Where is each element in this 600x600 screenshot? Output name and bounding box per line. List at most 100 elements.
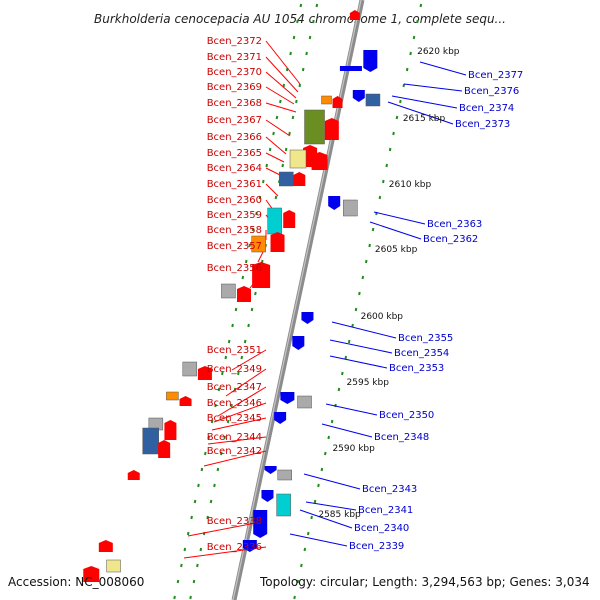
scale-tick	[293, 595, 296, 600]
scale-tick	[251, 227, 255, 232]
forward-gene-arrow[interactable]	[349, 10, 360, 20]
reverse-gene-arrow[interactable]	[274, 412, 287, 424]
reverse-label-connector	[305, 501, 357, 511]
forward-gene-label[interactable]: Bcen_2351	[207, 345, 262, 356]
reverse-gene-arrow[interactable]	[352, 90, 365, 102]
reverse-gene-arrow[interactable]	[253, 510, 268, 538]
reverse-gene-arrow[interactable]	[264, 466, 277, 474]
forward-gene-label[interactable]: Bcen_2368	[207, 98, 262, 109]
reverse-label-connector	[299, 509, 353, 529]
forward-gene-label[interactable]: Bcen_2361	[207, 179, 262, 190]
reverse-gene-arrow[interactable]	[280, 392, 295, 404]
forward-gene-label[interactable]: Bcen_2366	[207, 132, 262, 143]
cog-feature-box[interactable]	[297, 395, 312, 409]
forward-gene-arrow[interactable]	[311, 152, 328, 170]
forward-gene-arrow[interactable]	[127, 470, 140, 480]
scale-tick	[296, 579, 300, 584]
cog-feature-box[interactable]	[106, 559, 121, 573]
cog-feature-box[interactable]	[277, 469, 292, 481]
reverse-gene-label[interactable]: Bcen_2343	[362, 484, 417, 495]
forward-gene-arrow[interactable]	[236, 286, 251, 302]
reverse-gene-arrow[interactable]	[292, 336, 305, 350]
reverse-gene-label[interactable]: Bcen_2350	[379, 410, 434, 421]
gene-bar[interactable]	[339, 66, 362, 71]
reverse-gene-label[interactable]: Bcen_2353	[389, 363, 444, 374]
forward-gene-arrow[interactable]	[283, 210, 296, 228]
reverse-gene-label[interactable]: Bcen_2348	[374, 432, 429, 443]
cog-feature-box[interactable]	[343, 199, 358, 217]
reverse-gene-label[interactable]: Bcen_2373	[455, 119, 510, 130]
cog-feature-box[interactable]	[166, 391, 179, 401]
cog-feature-box[interactable]	[142, 427, 159, 455]
forward-gene-label[interactable]: Bcen_2369	[207, 82, 262, 93]
forward-gene-arrow[interactable]	[197, 366, 212, 380]
scale-tick	[200, 467, 204, 472]
forward-gene-label[interactable]: Bcen_2364	[207, 163, 262, 174]
forward-gene-label[interactable]: Bcen_2358	[207, 225, 262, 236]
forward-gene-arrow[interactable]	[83, 566, 100, 582]
forward-gene-arrow[interactable]	[98, 540, 113, 552]
forward-gene-label[interactable]: Bcen_2347	[207, 382, 262, 393]
forward-gene-label[interactable]: Bcen_2360	[207, 195, 262, 206]
reverse-gene-label[interactable]: Bcen_2355	[398, 333, 453, 344]
scale-tick	[361, 275, 365, 280]
forward-gene-label[interactable]: Bcen_2372	[207, 36, 262, 47]
reverse-gene-label[interactable]: Bcen_2363	[427, 219, 482, 230]
forward-gene-label[interactable]: Bcen_2336	[207, 542, 262, 553]
forward-gene-arrow[interactable]	[293, 172, 306, 186]
forward-gene-label[interactable]: Bcen_2344	[207, 432, 262, 443]
reverse-gene-arrow[interactable]	[328, 196, 341, 210]
reverse-gene-arrow[interactable]	[301, 312, 314, 324]
forward-gene-arrow[interactable]	[164, 420, 177, 440]
forward-gene-label[interactable]: Bcen_2365	[207, 148, 262, 159]
cog-feature-box[interactable]	[321, 95, 332, 105]
scale-tick	[292, 35, 296, 40]
forward-gene-label[interactable]: Bcen_2367	[207, 115, 262, 126]
kbp-marker-label: 2595 kbp	[347, 378, 390, 388]
scale-tick	[341, 371, 344, 376]
forward-gene-arrow[interactable]	[158, 440, 171, 458]
reverse-gene-label[interactable]: Bcen_2354	[394, 348, 449, 359]
reverse-gene-arrow[interactable]	[363, 50, 378, 72]
cog-feature-box[interactable]	[304, 109, 325, 145]
forward-gene-label[interactable]: Bcen_2342	[207, 446, 262, 457]
scale-tick	[197, 483, 200, 488]
cog-feature-box[interactable]	[289, 149, 307, 169]
forward-gene-arrow[interactable]	[270, 232, 285, 252]
forward-gene-label[interactable]: Bcen_2338	[207, 516, 262, 527]
scale-tick	[213, 483, 216, 488]
reverse-gene-label[interactable]: Bcen_2376	[464, 86, 519, 97]
reverse-gene-label[interactable]: Bcen_2340	[354, 523, 409, 534]
reverse-gene-label[interactable]: Bcen_2362	[423, 234, 478, 245]
cog-feature-box[interactable]	[182, 361, 198, 377]
forward-gene-label[interactable]: Bcen_2359	[207, 210, 262, 221]
scale-tick	[301, 67, 305, 72]
forward-gene-label[interactable]: Bcen_2357	[207, 241, 262, 252]
scale-tick	[409, 51, 412, 56]
cog-feature-box[interactable]	[365, 93, 381, 107]
cog-feature-box[interactable]	[276, 493, 291, 517]
cog-feature-box[interactable]	[251, 235, 266, 253]
scale-tick	[337, 387, 341, 392]
reverse-gene-label[interactable]: Bcen_2377	[468, 70, 523, 81]
forward-gene-label[interactable]: Bcen_2370	[207, 67, 262, 78]
scale-tick	[296, 19, 299, 24]
forward-gene-arrow[interactable]	[179, 396, 192, 406]
reverse-gene-arrow[interactable]	[242, 540, 257, 552]
reverse-gene-arrow[interactable]	[261, 490, 274, 502]
forward-gene-arrow[interactable]	[252, 262, 271, 288]
forward-gene-arrow[interactable]	[324, 118, 339, 140]
cog-feature-box[interactable]	[279, 171, 294, 187]
reverse-gene-label[interactable]: Bcen_2374	[459, 103, 514, 114]
scale-tick	[220, 451, 223, 456]
forward-gene-label[interactable]: Bcen_2371	[207, 52, 262, 63]
forward-gene-label[interactable]: Bcen_2345	[207, 413, 262, 424]
forward-gene-arrow[interactable]	[332, 96, 343, 108]
reverse-gene-label[interactable]: Bcen_2341	[358, 505, 413, 516]
cog-feature-box[interactable]	[267, 207, 282, 235]
cog-feature-box[interactable]	[221, 283, 236, 299]
reverse-gene-label[interactable]: Bcen_2339	[349, 541, 404, 552]
forward-gene-label[interactable]: Bcen_2356	[207, 263, 262, 274]
forward-gene-label[interactable]: Bcen_2346	[207, 398, 262, 409]
forward-gene-label[interactable]: Bcen_2349	[207, 364, 262, 375]
